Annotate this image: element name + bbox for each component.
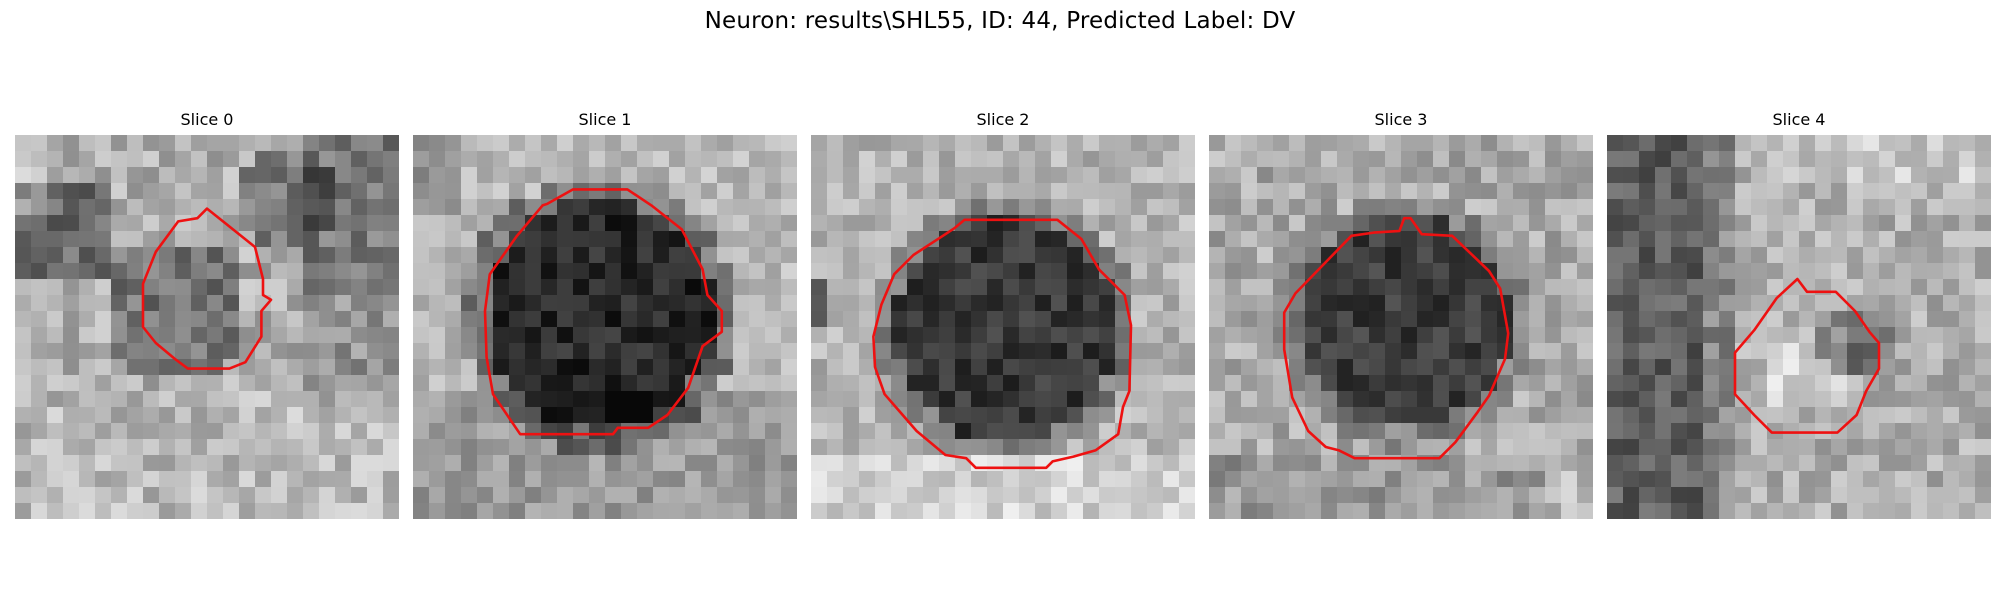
slice-panel-4: Slice 4 (1607, 108, 1991, 519)
slice-panel-2: Slice 2 (811, 108, 1195, 519)
slice-panel-1: Slice 1 (413, 108, 797, 519)
roi-contour (141, 207, 273, 370)
slice-title: Slice 1 (578, 110, 632, 129)
slice-image-1 (413, 135, 797, 519)
slice-image-0 (15, 135, 399, 519)
slice-image-4 (1607, 135, 1991, 519)
slice-title: Slice 0 (180, 110, 234, 129)
slice-image-2 (811, 135, 1195, 519)
figure-title: Neuron: results\SHL55, ID: 44, Predicted… (704, 8, 1296, 34)
slice-panel-3: Slice 3 (1209, 108, 1593, 519)
roi-contour (483, 188, 724, 436)
roi-contour (872, 218, 1133, 470)
slice-image-3 (1209, 135, 1593, 519)
slice-panel-0: Slice 0 (15, 108, 399, 519)
roi-contour (1733, 277, 1881, 434)
slice-title: Slice 4 (1772, 110, 1826, 129)
slice-title: Slice 2 (976, 110, 1030, 129)
slice-title: Slice 3 (1374, 110, 1428, 129)
roi-contour (1282, 216, 1510, 460)
